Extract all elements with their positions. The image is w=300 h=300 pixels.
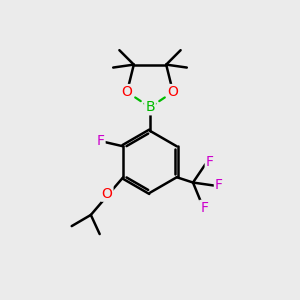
Text: F: F [200, 201, 208, 215]
Text: F: F [215, 178, 223, 193]
Text: O: O [122, 85, 133, 99]
Text: F: F [206, 155, 214, 169]
Text: O: O [167, 85, 178, 99]
Text: B: B [145, 100, 155, 114]
Text: O: O [102, 187, 112, 201]
Text: F: F [97, 134, 105, 148]
